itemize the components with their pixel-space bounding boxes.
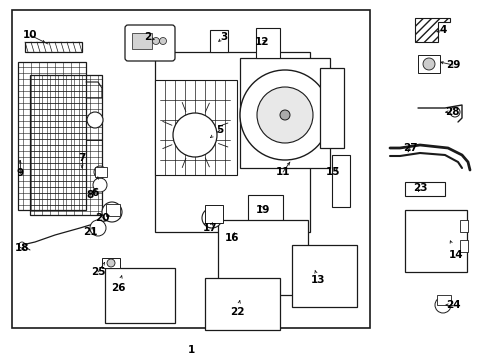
- Text: 4: 4: [438, 25, 446, 35]
- Text: 26: 26: [110, 283, 125, 293]
- Circle shape: [93, 178, 107, 192]
- Circle shape: [280, 110, 289, 120]
- Circle shape: [159, 37, 166, 45]
- Bar: [436, 295, 450, 305]
- Text: 16: 16: [224, 233, 239, 243]
- Text: 8: 8: [86, 190, 93, 200]
- Text: 20: 20: [95, 213, 109, 223]
- Circle shape: [94, 166, 106, 178]
- Text: 5: 5: [216, 125, 223, 135]
- Text: 27: 27: [402, 143, 416, 153]
- Bar: [459, 240, 467, 252]
- Bar: [417, 55, 439, 73]
- Text: 14: 14: [448, 250, 462, 260]
- Text: 29: 29: [445, 60, 459, 70]
- Bar: [12, 10, 369, 328]
- Bar: [30, 75, 102, 215]
- Text: 24: 24: [445, 300, 459, 310]
- Circle shape: [257, 87, 312, 143]
- Text: 12: 12: [254, 37, 269, 47]
- Circle shape: [449, 107, 459, 117]
- Text: 10: 10: [23, 30, 37, 40]
- Bar: [404, 182, 444, 196]
- Text: 15: 15: [325, 167, 340, 177]
- Text: 1: 1: [187, 345, 194, 355]
- Text: 7: 7: [78, 153, 85, 163]
- Text: 25: 25: [91, 267, 105, 277]
- Bar: [240, 58, 329, 168]
- Circle shape: [240, 70, 329, 160]
- Text: 9: 9: [17, 168, 23, 178]
- Bar: [155, 52, 309, 232]
- Text: 13: 13: [310, 275, 325, 285]
- Bar: [247, 195, 283, 223]
- Bar: [155, 80, 237, 175]
- Polygon shape: [25, 42, 82, 52]
- Text: 28: 28: [444, 107, 458, 117]
- Text: 3: 3: [220, 32, 227, 42]
- Circle shape: [107, 259, 115, 267]
- Bar: [18, 62, 86, 210]
- Text: 23: 23: [412, 183, 427, 193]
- Text: 18: 18: [15, 243, 29, 253]
- Circle shape: [90, 220, 106, 236]
- Circle shape: [434, 297, 450, 313]
- Text: 11: 11: [275, 167, 290, 177]
- Circle shape: [87, 112, 103, 128]
- Circle shape: [19, 242, 25, 248]
- Circle shape: [173, 113, 217, 157]
- Bar: [319, 68, 343, 148]
- Bar: [106, 204, 120, 216]
- Bar: [459, 220, 467, 232]
- FancyBboxPatch shape: [125, 25, 175, 61]
- Text: 17: 17: [202, 223, 217, 233]
- Bar: [218, 220, 307, 295]
- Text: 21: 21: [82, 227, 97, 237]
- Text: 2: 2: [144, 32, 151, 42]
- Bar: [256, 28, 280, 58]
- Polygon shape: [414, 18, 449, 42]
- Text: 19: 19: [255, 205, 270, 215]
- Circle shape: [422, 58, 434, 70]
- Circle shape: [152, 37, 159, 45]
- Bar: [291, 245, 356, 307]
- Circle shape: [102, 202, 122, 222]
- Bar: [204, 205, 223, 223]
- Bar: [95, 167, 107, 177]
- Bar: [132, 33, 152, 49]
- Bar: [105, 268, 175, 323]
- Bar: [331, 155, 349, 207]
- Bar: [102, 258, 120, 268]
- Bar: [204, 278, 280, 330]
- Text: 6: 6: [91, 188, 99, 198]
- Circle shape: [202, 208, 222, 228]
- Bar: [209, 30, 227, 52]
- Text: 22: 22: [229, 307, 244, 317]
- Bar: [404, 210, 466, 272]
